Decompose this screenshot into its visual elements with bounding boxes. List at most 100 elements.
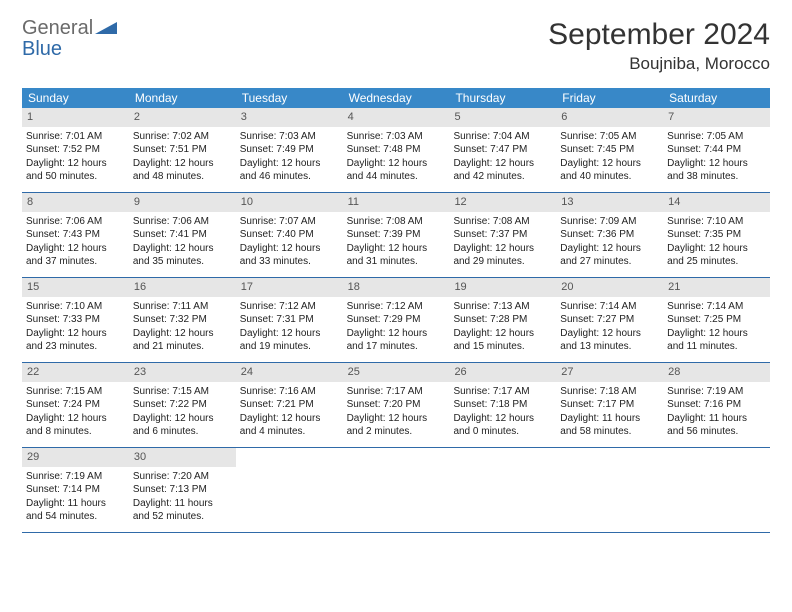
daylight-text: Daylight: 12 hours and 0 minutes. xyxy=(453,412,552,439)
calendar-cell: 11Sunrise: 7:08 AMSunset: 7:39 PMDayligh… xyxy=(343,193,450,277)
day-number-bar: 11 xyxy=(343,193,450,212)
sunset-text: Sunset: 7:36 PM xyxy=(560,228,659,242)
sunrise-text: Sunrise: 7:03 AM xyxy=(240,130,339,144)
calendar-cell: 14Sunrise: 7:10 AMSunset: 7:35 PMDayligh… xyxy=(663,193,770,277)
daylight-text: Daylight: 12 hours and 38 minutes. xyxy=(667,157,766,184)
day-number: 14 xyxy=(668,196,680,208)
sunset-text: Sunset: 7:18 PM xyxy=(453,398,552,412)
sunset-text: Sunset: 7:49 PM xyxy=(240,143,339,157)
day-number-bar: 22 xyxy=(22,363,129,382)
day-number: 24 xyxy=(241,366,253,378)
calendar: SundayMondayTuesdayWednesdayThursdayFrid… xyxy=(22,88,770,533)
day-number: 18 xyxy=(348,281,360,293)
titles: September 2024 Boujniba, Morocco xyxy=(548,18,770,74)
daylight-text: Daylight: 12 hours and 42 minutes. xyxy=(453,157,552,184)
daylight-text: Daylight: 12 hours and 31 minutes. xyxy=(347,242,446,269)
day-number-bar: 26 xyxy=(449,363,556,382)
daylight-text: Daylight: 12 hours and 33 minutes. xyxy=(240,242,339,269)
sunrise-text: Sunrise: 7:05 AM xyxy=(560,130,659,144)
calendar-cell: 19Sunrise: 7:13 AMSunset: 7:28 PMDayligh… xyxy=(449,278,556,362)
brand-triangle-icon xyxy=(95,17,117,39)
calendar-cell: 21Sunrise: 7:14 AMSunset: 7:25 PMDayligh… xyxy=(663,278,770,362)
sunrise-text: Sunrise: 7:13 AM xyxy=(453,300,552,314)
day-number-bar: 14 xyxy=(663,193,770,212)
day-number: 8 xyxy=(27,196,33,208)
day-number: 10 xyxy=(241,196,253,208)
day-number: 11 xyxy=(348,196,359,208)
day-number-bar: 9 xyxy=(129,193,236,212)
calendar-cell: 13Sunrise: 7:09 AMSunset: 7:36 PMDayligh… xyxy=(556,193,663,277)
brand-logo: General Blue xyxy=(22,18,117,60)
day-number: 3 xyxy=(241,111,247,123)
sunset-text: Sunset: 7:27 PM xyxy=(560,313,659,327)
sunrise-text: Sunrise: 7:10 AM xyxy=(26,300,125,314)
weekday-header: Thursday xyxy=(449,88,556,108)
daylight-text: Daylight: 12 hours and 44 minutes. xyxy=(347,157,446,184)
calendar-cell: 6Sunrise: 7:05 AMSunset: 7:45 PMDaylight… xyxy=(556,108,663,192)
day-number: 23 xyxy=(134,366,146,378)
day-number: 28 xyxy=(668,366,680,378)
calendar-week-row: 22Sunrise: 7:15 AMSunset: 7:24 PMDayligh… xyxy=(22,363,770,448)
day-number: 30 xyxy=(134,451,146,463)
day-number-bar: 27 xyxy=(556,363,663,382)
day-number-bar: 1 xyxy=(22,108,129,127)
calendar-cell: 26Sunrise: 7:17 AMSunset: 7:18 PMDayligh… xyxy=(449,363,556,447)
daylight-text: Daylight: 12 hours and 48 minutes. xyxy=(133,157,232,184)
sunset-text: Sunset: 7:21 PM xyxy=(240,398,339,412)
calendar-cell: 1Sunrise: 7:01 AMSunset: 7:52 PMDaylight… xyxy=(22,108,129,192)
day-number-bar: 5 xyxy=(449,108,556,127)
day-number-bar: 24 xyxy=(236,363,343,382)
daylight-text: Daylight: 11 hours and 58 minutes. xyxy=(560,412,659,439)
sunset-text: Sunset: 7:48 PM xyxy=(347,143,446,157)
sunrise-text: Sunrise: 7:19 AM xyxy=(26,470,125,484)
calendar-week-row: 29Sunrise: 7:19 AMSunset: 7:14 PMDayligh… xyxy=(22,448,770,533)
day-number-bar: 8 xyxy=(22,193,129,212)
day-number: 2 xyxy=(134,111,140,123)
daylight-text: Daylight: 12 hours and 13 minutes. xyxy=(560,327,659,354)
brand-text: General Blue xyxy=(22,18,117,60)
day-number-bar: 18 xyxy=(343,278,450,297)
sunrise-text: Sunrise: 7:05 AM xyxy=(667,130,766,144)
day-number: 15 xyxy=(27,281,39,293)
daylight-text: Daylight: 12 hours and 4 minutes. xyxy=(240,412,339,439)
day-number-bar: 16 xyxy=(129,278,236,297)
day-number: 6 xyxy=(561,111,567,123)
calendar-cell: 9Sunrise: 7:06 AMSunset: 7:41 PMDaylight… xyxy=(129,193,236,277)
day-number-bar: 3 xyxy=(236,108,343,127)
day-number-bar: 6 xyxy=(556,108,663,127)
day-number: 12 xyxy=(454,196,466,208)
sunrise-text: Sunrise: 7:15 AM xyxy=(133,385,232,399)
daylight-text: Daylight: 11 hours and 54 minutes. xyxy=(26,497,125,524)
weekday-header: Tuesday xyxy=(236,88,343,108)
daylight-text: Daylight: 12 hours and 15 minutes. xyxy=(453,327,552,354)
daylight-text: Daylight: 12 hours and 35 minutes. xyxy=(133,242,232,269)
calendar-cell: 30Sunrise: 7:20 AMSunset: 7:13 PMDayligh… xyxy=(129,448,236,532)
day-number-bar: 4 xyxy=(343,108,450,127)
sunrise-text: Sunrise: 7:03 AM xyxy=(347,130,446,144)
daylight-text: Daylight: 12 hours and 6 minutes. xyxy=(133,412,232,439)
day-number: 13 xyxy=(561,196,573,208)
day-number: 29 xyxy=(27,451,39,463)
day-number-bar: 10 xyxy=(236,193,343,212)
daylight-text: Daylight: 12 hours and 19 minutes. xyxy=(240,327,339,354)
calendar-cell: 10Sunrise: 7:07 AMSunset: 7:40 PMDayligh… xyxy=(236,193,343,277)
calendar-week-row: 15Sunrise: 7:10 AMSunset: 7:33 PMDayligh… xyxy=(22,278,770,363)
day-number: 19 xyxy=(454,281,466,293)
sunrise-text: Sunrise: 7:10 AM xyxy=(667,215,766,229)
calendar-cell: 16Sunrise: 7:11 AMSunset: 7:32 PMDayligh… xyxy=(129,278,236,362)
day-number-bar: 15 xyxy=(22,278,129,297)
sunrise-text: Sunrise: 7:18 AM xyxy=(560,385,659,399)
sunrise-text: Sunrise: 7:19 AM xyxy=(667,385,766,399)
daylight-text: Daylight: 11 hours and 56 minutes. xyxy=(667,412,766,439)
calendar-cell: 8Sunrise: 7:06 AMSunset: 7:43 PMDaylight… xyxy=(22,193,129,277)
daylight-text: Daylight: 12 hours and 11 minutes. xyxy=(667,327,766,354)
day-number-bar: 29 xyxy=(22,448,129,467)
calendar-cell: 23Sunrise: 7:15 AMSunset: 7:22 PMDayligh… xyxy=(129,363,236,447)
day-number-bar: 12 xyxy=(449,193,556,212)
calendar-cell-empty xyxy=(343,448,450,532)
sunset-text: Sunset: 7:37 PM xyxy=(453,228,552,242)
daylight-text: Daylight: 12 hours and 50 minutes. xyxy=(26,157,125,184)
day-number: 25 xyxy=(348,366,360,378)
sunset-text: Sunset: 7:13 PM xyxy=(133,483,232,497)
sunrise-text: Sunrise: 7:04 AM xyxy=(453,130,552,144)
